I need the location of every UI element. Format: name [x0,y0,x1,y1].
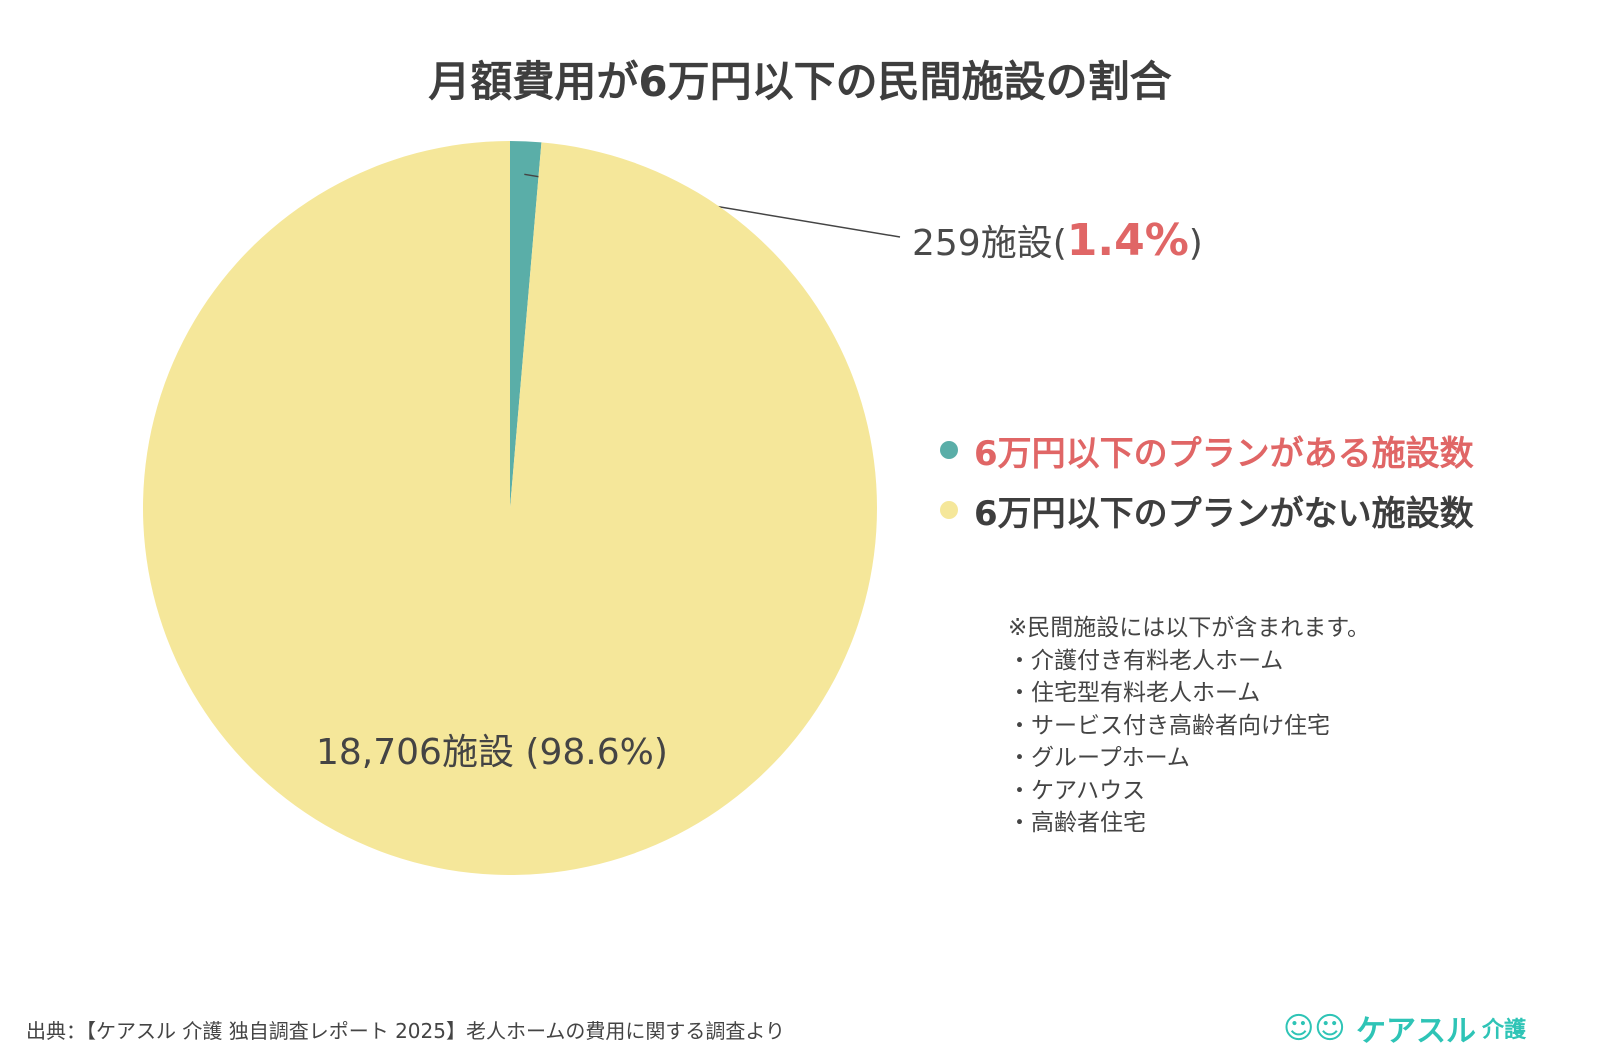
legend-item: 6万円以下のプランがない施設数 [940,480,1474,540]
chart-title: 月額費用が6万円以下の民間施設の割合 [428,57,1172,106]
legend-label: 6万円以下のプランがない施設数 [974,493,1474,534]
logo-sub: 介護 [1482,1018,1527,1043]
logo: ☺☺ ケアスル 介護 [1283,1006,1526,1050]
pie-slice [510,141,542,508]
note-item: ・グループホーム [1008,745,1190,771]
note: ※民間施設には以下が含まれます。 ・介護付き有料老人ホーム ・住宅型有料老人ホー… [1008,612,1370,840]
legend-dot [940,441,958,459]
logo-text: ケアスル [1356,1014,1476,1049]
note-item: ・高齢者住宅 [1008,810,1146,836]
callout-percent: 1.4% [1066,215,1189,266]
note-heading: ※民間施設には以下が含まれます。 [1008,615,1370,641]
logo-faces-icon: ☺☺ [1283,1010,1356,1046]
note-item: ・住宅型有料老人ホーム [1008,680,1261,706]
callout-label: 259施設(1.4%) [912,215,1203,266]
slice-label-large: 18,706施設 (98.6%) [316,732,668,773]
legend-dot [940,501,958,519]
note-item: ・サービス付き高齢者向け住宅 [1008,712,1330,739]
callout-count: 259施設 [912,223,1053,264]
note-item: ・ケアハウス [1008,777,1146,804]
legend-label: 6万円以下のプランがある施設数 [974,433,1474,474]
legend-item: 6万円以下のプランがある施設数 [940,420,1474,480]
pie-slice [143,141,878,875]
source-text: 出典：【ケアスル 介護 独自調査レポート 2025】老人ホームの費用に関する調査… [26,1019,785,1043]
note-item: ・介護付き有料老人ホーム [1008,647,1284,674]
legend: 6万円以下のプランがある施設数 6万円以下のプランがない施設数 [940,420,1474,540]
